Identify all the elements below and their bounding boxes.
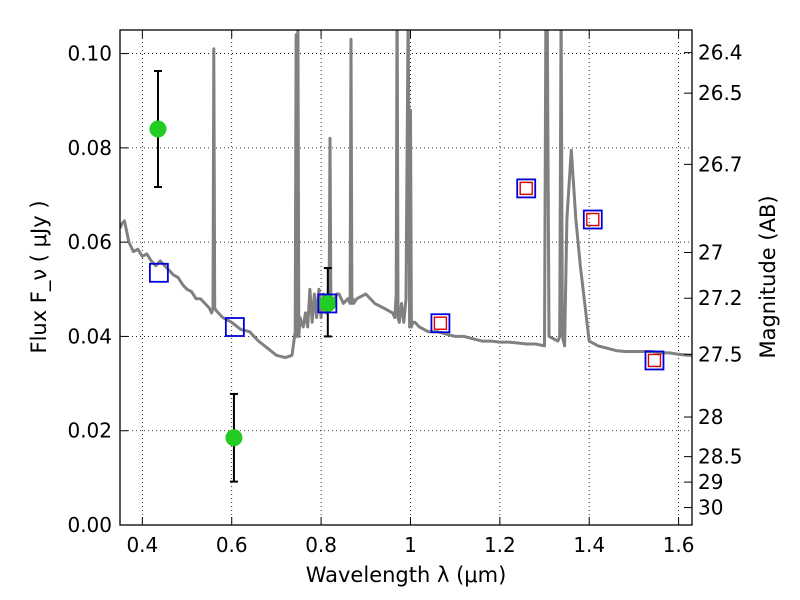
- observed-bandpass-marker: [519, 181, 533, 196]
- right-tick-label: 26.4: [698, 41, 743, 65]
- x-tick-label: 1: [404, 533, 417, 557]
- model-spectrum-line: [120, 30, 692, 360]
- y-axis-label: Flux F_ν ( μJy ): [27, 200, 52, 353]
- model-bandpass-marker: [317, 293, 338, 314]
- x-tick-label: 1.6: [663, 533, 695, 557]
- y-tick-label: 0.10: [67, 42, 112, 66]
- x-tick-label: 0.6: [216, 533, 248, 557]
- right-tick-label: 26.5: [698, 81, 743, 105]
- axis-ticks: 0.4 0.6 0.8 1 1.2 1.4 1.6 0.00 0.02 0.04 0.06 0.08 0…: [67, 30, 743, 557]
- model-spectrum-layer: [120, 30, 692, 360]
- observed-bandpass-marker: [433, 316, 448, 330]
- observed-bandpass-marker: [647, 353, 662, 368]
- right-tick-label: 27: [698, 241, 723, 265]
- x-axis-label: Wavelength λ (μm): [306, 563, 507, 587]
- model-bandpass-marker: [516, 178, 537, 199]
- right-tick-label: 27.2: [698, 286, 743, 310]
- right-tick-label: 28: [698, 405, 723, 429]
- model-bandpass-marker: [430, 313, 451, 334]
- model-bandpass-marker: [148, 262, 169, 283]
- model-bandpass-marker: [224, 317, 245, 337]
- plot-frame: [119, 29, 693, 526]
- right-tick-label: 29: [698, 470, 723, 494]
- y-tick-label: 0.06: [67, 230, 112, 254]
- right-tick-label: 30: [698, 496, 723, 520]
- x-tick-label: 0.8: [305, 533, 337, 557]
- y-tick-label: 0.08: [67, 136, 112, 160]
- y-axis-right-label: Magnitude (AB): [756, 195, 780, 358]
- y-tick-label: 0.04: [67, 324, 112, 348]
- y-tick-label: 0.00: [67, 513, 112, 537]
- x-tick-label: 1.2: [484, 533, 516, 557]
- x-tick-label: 0.4: [126, 533, 158, 557]
- observed-bandpass-marker: [586, 212, 600, 227]
- detection-point: [319, 294, 337, 312]
- right-tick-label: 28.5: [698, 445, 743, 469]
- y-tick-label: 0.02: [67, 419, 112, 443]
- model-bandpass-marker: [644, 350, 665, 371]
- photometry-markers: [148, 70, 665, 483]
- right-tick-label: 27.5: [698, 342, 743, 366]
- x-tick-label: 1.4: [573, 533, 605, 557]
- right-tick-label: 26.7: [698, 152, 743, 176]
- detection-point: [149, 120, 167, 138]
- detection-point: [225, 429, 243, 447]
- model-bandpass-marker: [582, 209, 603, 230]
